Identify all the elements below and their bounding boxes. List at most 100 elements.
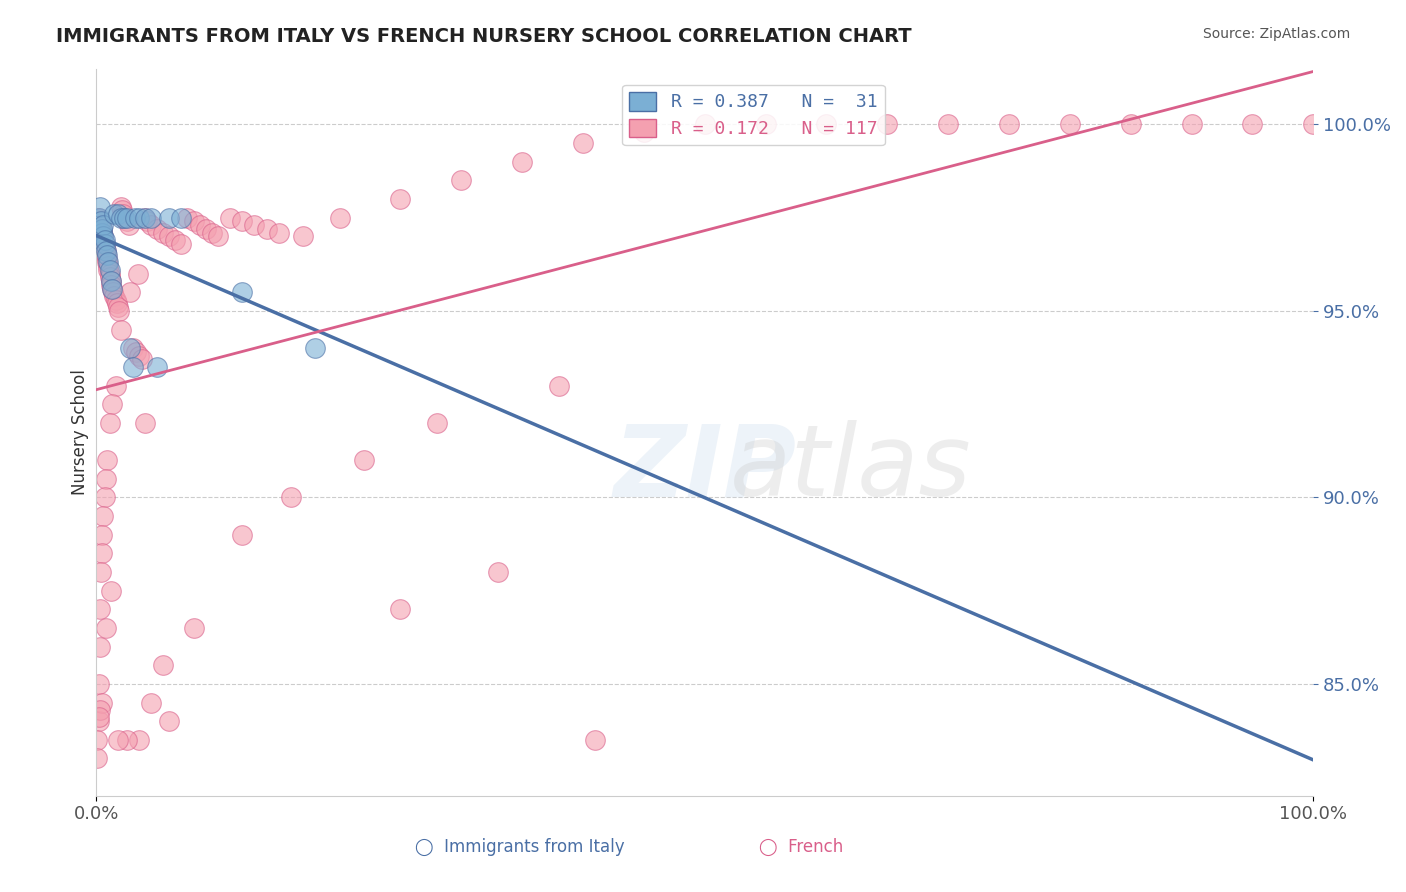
Point xyxy=(100,583,122,598)
Point xyxy=(815,118,838,132)
Point xyxy=(231,527,253,541)
Point xyxy=(1302,118,1324,132)
Point xyxy=(165,233,187,247)
Point xyxy=(876,118,898,132)
Point xyxy=(94,248,117,262)
Point xyxy=(87,211,110,225)
Point xyxy=(96,252,118,266)
Text: ◯  French: ◯ French xyxy=(759,838,844,856)
Point xyxy=(110,200,132,214)
Point xyxy=(107,207,129,221)
Point xyxy=(100,274,122,288)
Point xyxy=(146,359,169,374)
Point xyxy=(91,222,114,236)
Point xyxy=(121,359,143,374)
Point xyxy=(93,236,115,251)
Point xyxy=(633,125,655,139)
Point xyxy=(91,226,114,240)
Point xyxy=(486,565,509,579)
Point xyxy=(91,696,114,710)
Point xyxy=(139,696,162,710)
Point xyxy=(112,211,135,225)
Point xyxy=(103,285,125,300)
Point xyxy=(87,211,110,225)
Point xyxy=(157,229,180,244)
Point xyxy=(152,658,174,673)
Point xyxy=(572,136,595,150)
Point xyxy=(128,349,150,363)
Point xyxy=(134,416,156,430)
Point xyxy=(101,397,124,411)
Point xyxy=(136,214,159,228)
Point xyxy=(93,229,115,244)
Point xyxy=(90,214,112,228)
Point xyxy=(120,341,142,355)
Point xyxy=(157,211,180,225)
Point xyxy=(267,226,290,240)
Point xyxy=(90,565,112,579)
Point xyxy=(94,244,117,259)
Point xyxy=(104,293,127,307)
Point xyxy=(176,211,198,225)
Point xyxy=(1059,118,1081,132)
Point xyxy=(94,621,117,635)
Point xyxy=(108,304,131,318)
Point xyxy=(107,300,129,314)
Point xyxy=(93,241,115,255)
Text: Source: ZipAtlas.com: Source: ZipAtlas.com xyxy=(1202,27,1350,41)
Point xyxy=(693,118,716,132)
Point xyxy=(87,710,110,724)
Point xyxy=(146,222,169,236)
Point xyxy=(89,640,111,654)
Point xyxy=(231,214,253,228)
Point xyxy=(93,218,115,232)
Point xyxy=(121,341,143,355)
Point xyxy=(115,732,138,747)
Point xyxy=(90,218,112,232)
Point xyxy=(100,274,122,288)
Point xyxy=(152,226,174,240)
Point xyxy=(110,322,132,336)
Point xyxy=(115,214,138,228)
Point xyxy=(280,491,302,505)
Point xyxy=(118,218,141,232)
Point xyxy=(219,211,242,225)
Point xyxy=(107,732,129,747)
Point xyxy=(93,233,115,247)
Point xyxy=(134,211,156,225)
Point xyxy=(998,118,1021,132)
Legend: R = 0.387   N =  31, R = 0.172   N = 117: R = 0.387 N = 31, R = 0.172 N = 117 xyxy=(621,85,884,145)
Point xyxy=(101,281,124,295)
Point xyxy=(86,751,108,765)
Point xyxy=(292,229,315,244)
Point xyxy=(96,453,118,467)
Point xyxy=(91,527,114,541)
Point xyxy=(97,263,120,277)
Point xyxy=(91,546,114,560)
Point xyxy=(304,341,326,355)
Point xyxy=(97,259,120,273)
Point xyxy=(128,732,150,747)
Point xyxy=(231,285,253,300)
Point xyxy=(96,248,118,262)
Point xyxy=(183,214,205,228)
Point xyxy=(139,211,162,225)
Text: atlas: atlas xyxy=(730,420,972,517)
Point xyxy=(96,255,118,269)
Point xyxy=(1180,118,1202,132)
Point xyxy=(329,211,352,225)
Point xyxy=(170,211,193,225)
Point xyxy=(98,263,121,277)
Point xyxy=(389,602,412,616)
Point xyxy=(86,211,108,225)
Point xyxy=(450,173,472,187)
Point xyxy=(120,285,142,300)
Point xyxy=(93,236,115,251)
Point xyxy=(134,211,156,225)
Point xyxy=(183,621,205,635)
Point xyxy=(101,281,124,295)
Point xyxy=(139,218,162,232)
Point xyxy=(93,229,115,244)
Point xyxy=(94,244,117,259)
Point xyxy=(86,732,108,747)
